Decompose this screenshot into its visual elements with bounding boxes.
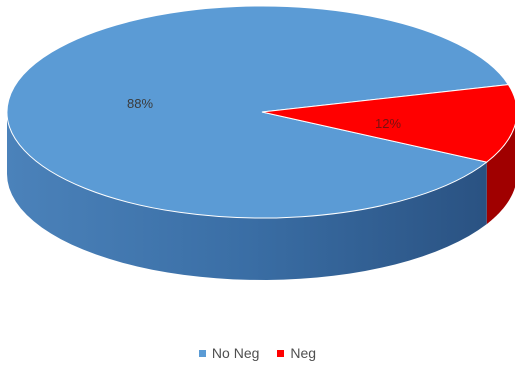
slice-side-neg (486, 125, 515, 225)
data-label-neg: 12% (375, 116, 401, 131)
legend-label-neg: Neg (290, 345, 317, 361)
legend-item-neg: Neg (277, 345, 316, 361)
slice-no-neg (6, 5, 510, 219)
legend-swatch-no-neg (198, 349, 206, 357)
data-label-no-neg: 88% (127, 96, 153, 111)
legend: No Neg Neg (0, 345, 515, 361)
slice-neg (261, 84, 515, 163)
legend-label-no-neg: No Neg (211, 345, 260, 361)
slice-side-no-neg (7, 112, 487, 280)
legend-swatch-neg (277, 349, 285, 357)
legend-item-no-neg: No Neg (198, 345, 260, 361)
